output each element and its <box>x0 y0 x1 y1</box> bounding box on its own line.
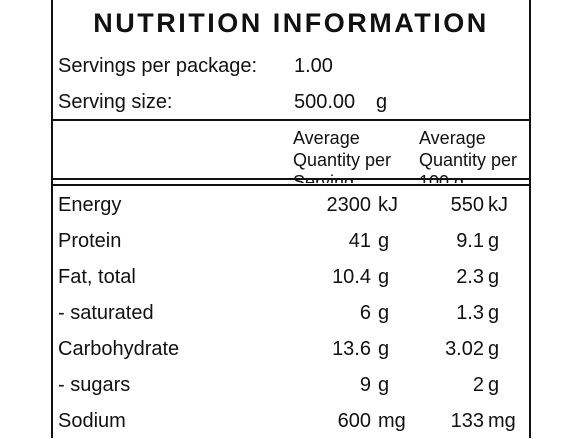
per-100g-value: 3.02 <box>445 338 484 360</box>
per-serving-value: 2300 <box>326 194 372 216</box>
nutrient-name: Protein <box>58 230 122 252</box>
nutrient-name: - saturated <box>58 302 154 324</box>
per-serving-value: 41 <box>348 230 371 252</box>
servings-per-package-value: 1.00 <box>294 55 333 77</box>
per-serving-value: 9 <box>359 374 371 396</box>
column-header-line-clipped: Serving <box>293 172 355 183</box>
per-serving-value: 600 <box>337 410 371 432</box>
column-header-per-100g: Average Quantity per 100 g <box>419 127 517 183</box>
table-divider-bottom <box>53 184 529 186</box>
nutrient-name: - sugars <box>58 374 131 396</box>
serving-size-value: 500.00 <box>294 91 356 113</box>
nutrient-name: Fat, total <box>58 266 136 288</box>
per-serving-unit: kJ <box>378 194 398 216</box>
per-100g-value: 2 <box>472 374 484 396</box>
per-100g-value: 550 <box>450 194 484 216</box>
per-serving-unit: g <box>378 374 390 396</box>
nutrition-panel: NUTRITION INFORMATION Servings per packa… <box>51 0 531 438</box>
header-divider <box>53 119 529 121</box>
table-row: - sugars 9 g 2 g <box>53 367 529 403</box>
column-header-line: Quantity per <box>293 150 392 170</box>
table-row: Fat, total 10.4 g 2.3 g <box>53 259 529 295</box>
per-100g-unit: g <box>488 230 500 252</box>
per-100g-value: 9.1 <box>456 230 484 252</box>
panel-title: NUTRITION INFORMATION <box>93 8 489 38</box>
per-100g-unit: kJ <box>488 194 508 216</box>
table-row: - saturated 6 g 1.3 g <box>53 295 529 331</box>
table-row: Energy 2300 kJ 550 kJ <box>53 187 529 223</box>
table-divider-top <box>53 178 529 180</box>
per-serving-value: 13.6 <box>332 338 371 360</box>
per-100g-unit: g <box>488 338 500 360</box>
per-100g-unit: mg <box>488 410 516 432</box>
column-header-line-clipped: 100 g <box>419 172 465 183</box>
column-header-line: Average <box>293 128 360 148</box>
per-serving-unit: g <box>378 230 390 252</box>
nutrient-name: Energy <box>58 194 122 216</box>
per-100g-value: 2.3 <box>456 266 484 288</box>
column-header-line: Average <box>419 128 486 148</box>
per-100g-value: 133 <box>450 410 484 432</box>
per-100g-value: 1.3 <box>456 302 484 324</box>
per-100g-unit: g <box>488 374 500 396</box>
per-serving-unit: g <box>378 302 390 324</box>
serving-size-label: Serving size: <box>58 91 173 113</box>
per-serving-unit: g <box>378 266 390 288</box>
per-100g-unit: g <box>488 266 500 288</box>
serving-size-unit: g <box>376 91 388 113</box>
per-serving-unit: g <box>378 338 390 360</box>
per-serving-value: 6 <box>359 302 371 324</box>
column-header-per-serving: Average Quantity per Serving <box>293 127 391 183</box>
per-100g-unit: g <box>488 302 500 324</box>
table-row: Carbohydrate 13.6 g 3.02 g <box>53 331 529 367</box>
nutrient-name: Carbohydrate <box>58 338 180 360</box>
column-header-line: Quantity per <box>419 150 518 170</box>
per-serving-unit: mg <box>378 410 406 432</box>
nutrient-name: Sodium <box>58 410 126 432</box>
servings-per-package-label: Servings per package: <box>58 55 258 77</box>
table-row: Protein 41 g 9.1 g <box>53 223 529 259</box>
table-row: Sodium 600 mg 133 mg <box>53 403 529 439</box>
per-serving-value: 10.4 <box>332 266 371 288</box>
